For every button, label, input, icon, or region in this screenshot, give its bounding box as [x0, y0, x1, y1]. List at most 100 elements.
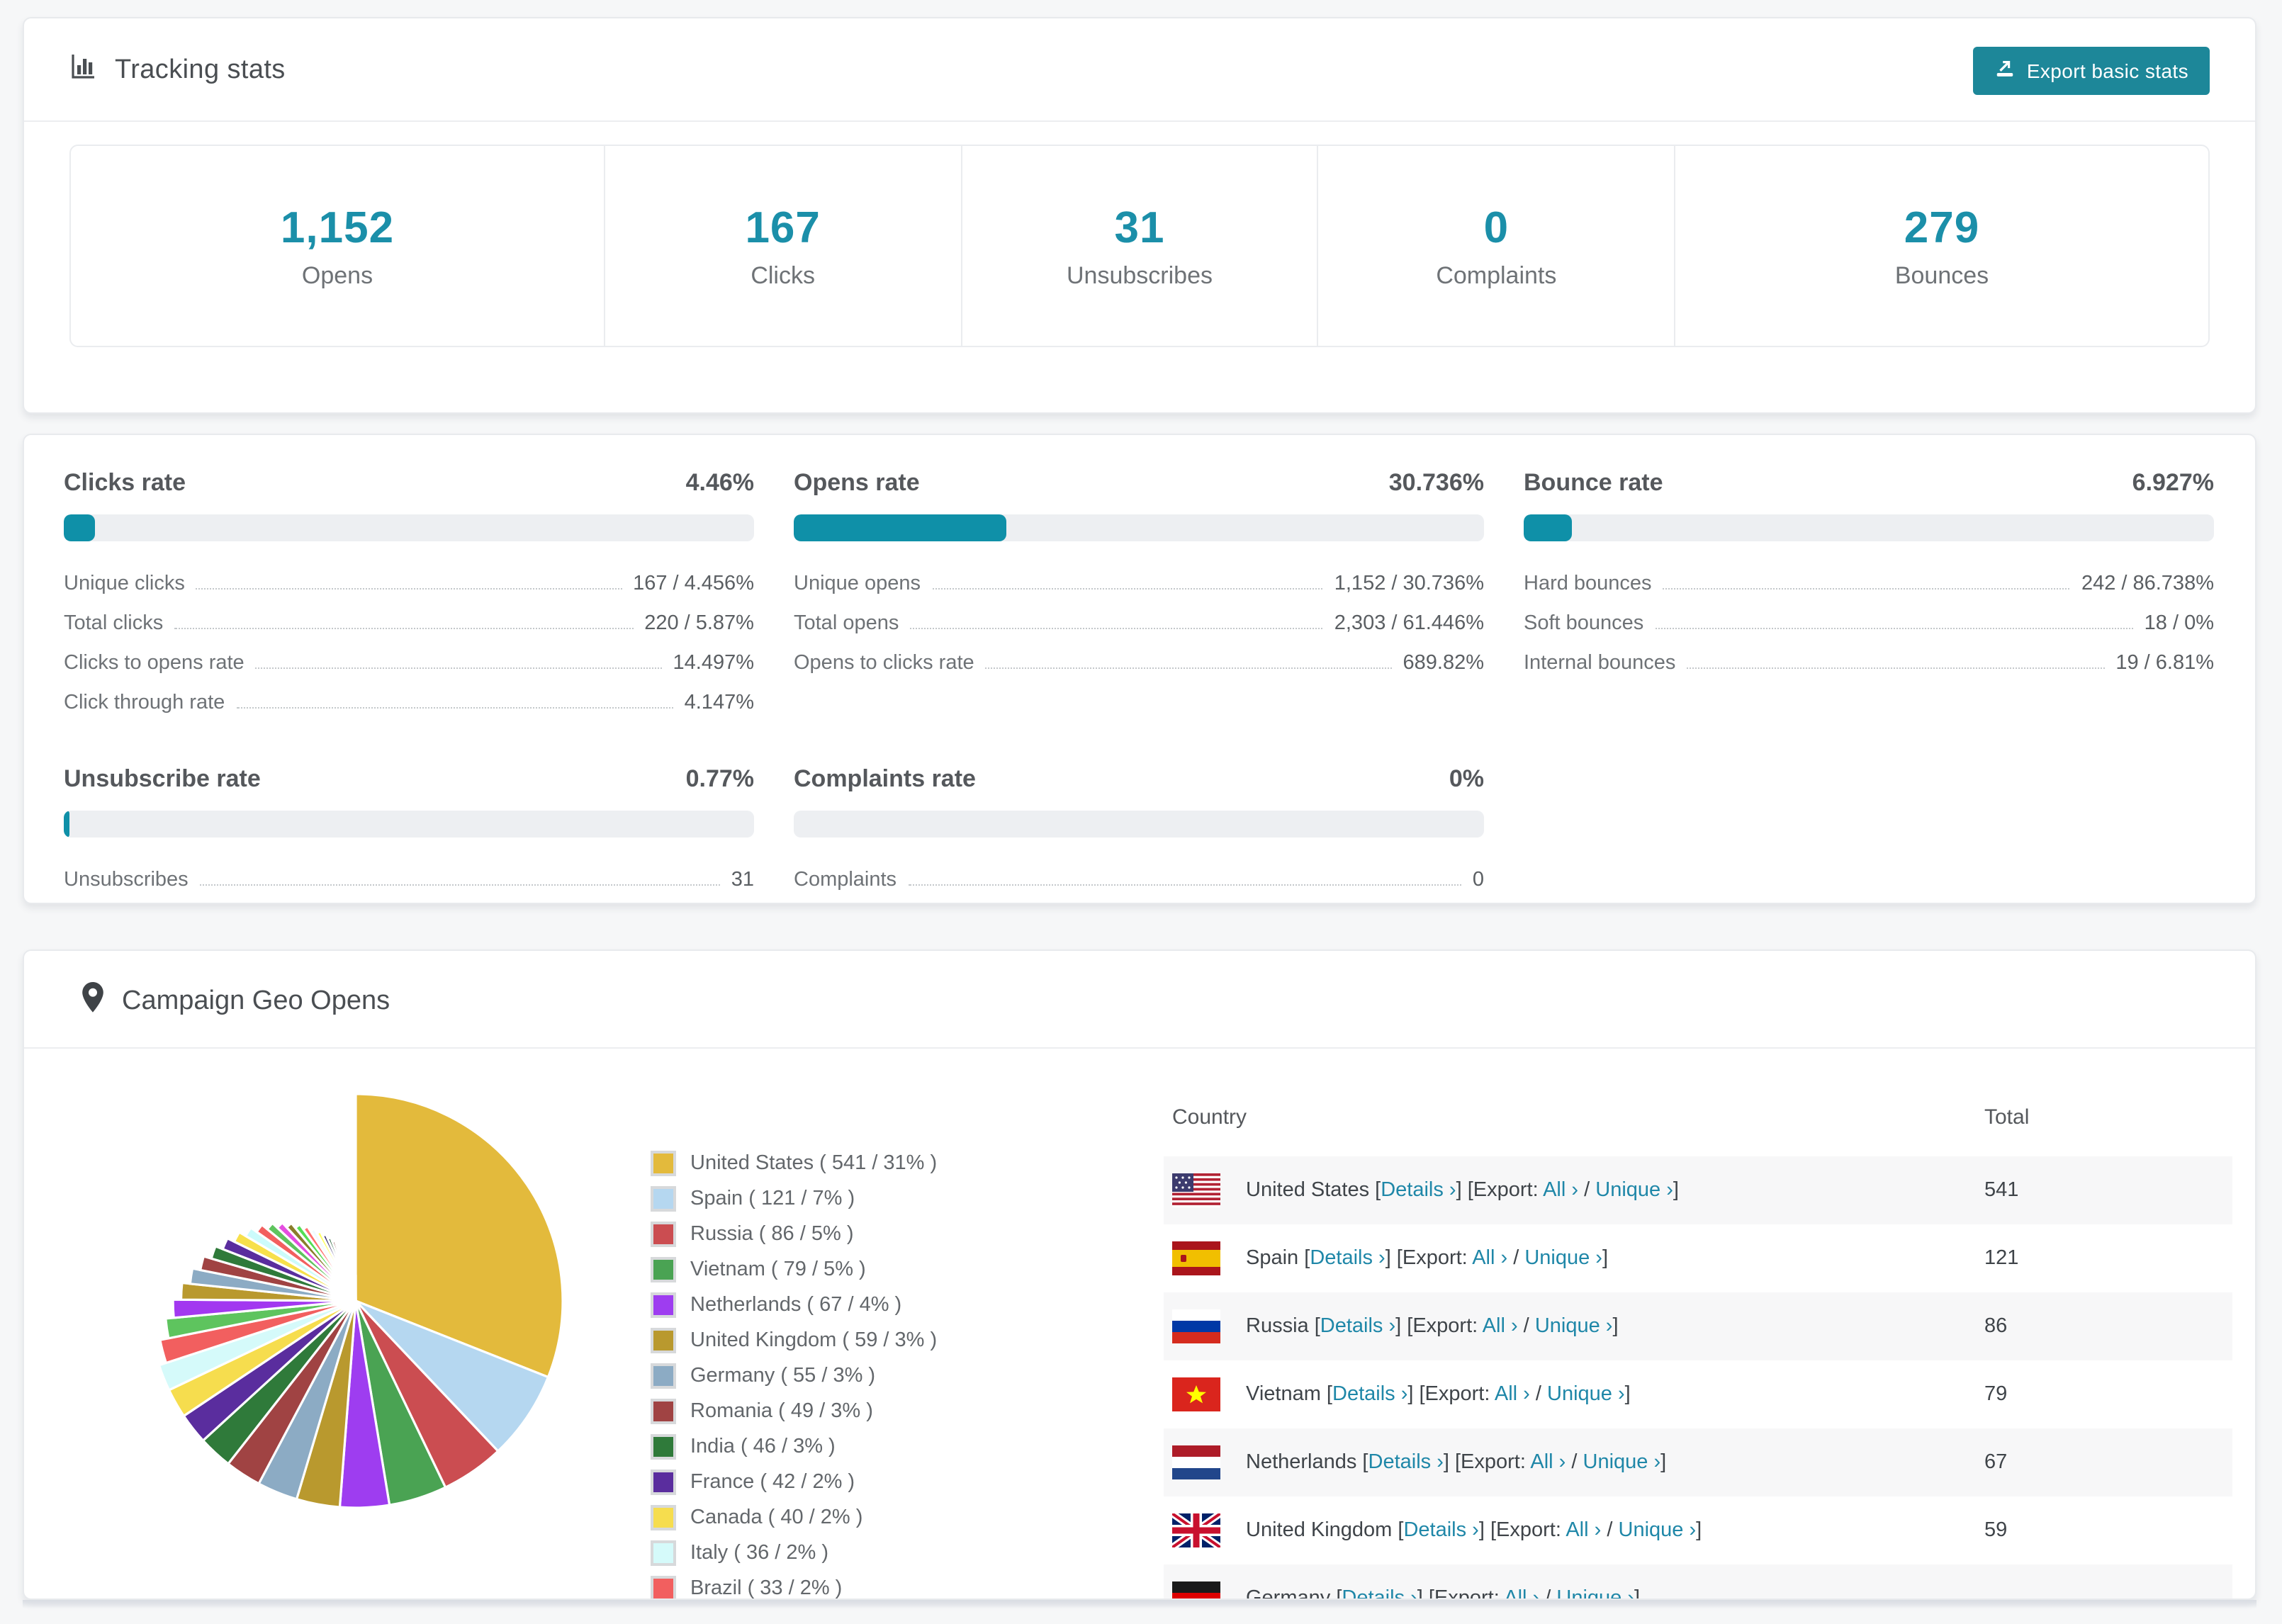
country-text: Germany [Details ›] [Export: All › / Uni…	[1246, 1587, 1641, 1600]
campaign-geo-opens-card: Campaign Geo Opens United States ( 541 /…	[23, 949, 2256, 1600]
rate-value: 6.927%	[2132, 469, 2214, 496]
country-cell: Spain [Details ›] [Export: All › / Uniqu…	[1164, 1241, 1984, 1275]
rate-row-value: 689.82%	[1403, 652, 1485, 675]
details-link[interactable]: Details ›	[1342, 1587, 1417, 1600]
legend-label: Spain ( 121 / 7% )	[690, 1188, 855, 1210]
export-all-link[interactable]: All ›	[1566, 1519, 1602, 1542]
rate-row-label: Clicks to opens rate	[64, 652, 244, 675]
bracket-close: ]	[1634, 1587, 1641, 1600]
legend-item-russia: Russia ( 86 / 5% )	[651, 1222, 1104, 1247]
export-unique-link[interactable]: Unique ›	[1524, 1247, 1602, 1270]
details-link[interactable]: Details ›	[1320, 1315, 1396, 1338]
rate-row-label: Internal bounces	[1524, 652, 1676, 675]
country-text: United Kingdom [Details ›] [Export: All …	[1246, 1519, 1702, 1542]
country-name: Spain [	[1246, 1247, 1310, 1270]
details-link[interactable]: Details ›	[1332, 1383, 1408, 1406]
rate-row: Opens to clicks rate 689.82%	[794, 638, 1484, 677]
geo-table-header: Country Total	[1164, 1077, 2232, 1156]
country-flag-nl	[1172, 1445, 1220, 1479]
rate-title: Opens rate	[794, 469, 920, 496]
country-cell: Vietnam [Details ›] [Export: All › / Uni…	[1164, 1377, 1984, 1411]
stat-value: 31	[1114, 202, 1165, 252]
table-row-nl: Netherlands [Details ›] [Export: All › /…	[1164, 1428, 2232, 1496]
rate-title: Bounce rate	[1524, 469, 1663, 496]
export-all-link[interactable]: All ›	[1472, 1247, 1508, 1270]
export-all-link[interactable]: All ›	[1482, 1315, 1518, 1338]
stat-value: 167	[745, 202, 821, 252]
rate-progress	[1524, 514, 2214, 541]
details-link[interactable]: Details ›	[1403, 1519, 1479, 1542]
total-value: 67	[1984, 1451, 2008, 1474]
rate-row-value: 31	[731, 869, 754, 891]
stat-cell-opens: 1,152 Opens	[71, 146, 605, 346]
export-unique-link[interactable]: Unique ›	[1583, 1451, 1661, 1474]
stat-label: Opens	[301, 261, 373, 288]
legend-item-united-kingdom: United Kingdom ( 59 / 3% )	[651, 1328, 1104, 1353]
location-pin-icon	[81, 982, 105, 1022]
table-row-gb: United Kingdom [Details ›] [Export: All …	[1164, 1496, 2232, 1564]
rate-rows: Unique clicks 167 / 4.456% Total clicks 220…	[64, 558, 754, 717]
export-all-link[interactable]: All ›	[1494, 1383, 1530, 1406]
rate-row-value: 19 / 6.81%	[2115, 652, 2214, 675]
legend-swatch	[651, 1470, 676, 1495]
country-flag-gb	[1172, 1513, 1220, 1547]
rate-rows: Hard bounces 242 / 86.738% Soft bounces 18 …	[1524, 558, 2214, 677]
bracket-close: ]	[1602, 1247, 1609, 1270]
legend-label: Netherlands ( 67 / 4% )	[690, 1294, 902, 1316]
rate-row-value: 4.147%	[684, 692, 754, 714]
rate-row: Hard bounces 242 / 86.738%	[1524, 558, 2214, 598]
export-unique-link[interactable]: Unique ›	[1547, 1383, 1625, 1406]
rate-head: Unsubscribe rate 0.77%	[64, 765, 754, 794]
country-name: Russia [	[1246, 1315, 1320, 1338]
country-name: Germany [	[1246, 1587, 1342, 1600]
rate-row-leader	[1687, 667, 2105, 669]
export-unique-link[interactable]: Unique ›	[1618, 1519, 1697, 1542]
country-flag-de	[1172, 1581, 1220, 1598]
rate-block-clicks-rate: Clicks rate 4.46% Unique clicks 167 / 4.456…	[64, 469, 754, 717]
legend-item-italy: Italy ( 36 / 2% )	[651, 1540, 1104, 1566]
stat-value: 0	[1483, 202, 1510, 252]
rate-block-complaints-rate: Complaints rate 0% Complaints 0	[794, 765, 1484, 894]
rate-row-value: 220 / 5.87%	[644, 612, 754, 635]
rate-row-label: Unique clicks	[64, 573, 185, 595]
rate-row-label: Opens to clicks rate	[794, 652, 974, 675]
export-label: ] [Export:	[1407, 1383, 1495, 1406]
export-all-link[interactable]: All ›	[1543, 1179, 1579, 1202]
table-row-vn: Vietnam [Details ›] [Export: All › / Uni…	[1164, 1360, 2232, 1428]
stat-cell-unsubscribes: 31 Unsubscribes	[962, 146, 1319, 346]
export-label: ] [Export:	[1385, 1247, 1473, 1270]
rate-rows: Complaints 0	[794, 855, 1484, 894]
export-basic-stats-button[interactable]: Export basic stats	[1972, 47, 2210, 95]
legend-item-india: India ( 46 / 3% )	[651, 1434, 1104, 1460]
export-unique-link[interactable]: Unique ›	[1556, 1587, 1635, 1600]
details-link[interactable]: Details ›	[1310, 1247, 1386, 1270]
total-value: 79	[1984, 1383, 2008, 1406]
export-all-link[interactable]: All ›	[1530, 1451, 1566, 1474]
legend-item-germany: Germany ( 55 / 3% )	[651, 1363, 1104, 1389]
tracking-stats-title-row: Tracking stats	[69, 52, 286, 89]
card-bottom-shadow	[23, 1600, 2256, 1608]
export-unique-link[interactable]: Unique ›	[1595, 1179, 1673, 1202]
rate-row: Unique clicks 167 / 4.456%	[64, 558, 754, 598]
details-link[interactable]: Details ›	[1368, 1451, 1444, 1474]
country-text: United States [Details ›] [Export: All ›…	[1246, 1179, 1679, 1202]
details-link[interactable]: Details ›	[1381, 1179, 1456, 1202]
rate-progress-fill	[794, 514, 1006, 541]
table-row-es: Spain [Details ›] [Export: All › / Uniqu…	[1164, 1224, 2232, 1292]
legend-swatch	[651, 1151, 676, 1176]
rate-row-leader	[255, 667, 662, 669]
legend-item-spain: Spain ( 121 / 7% )	[651, 1186, 1104, 1212]
export-all-link[interactable]: All ›	[1504, 1587, 1540, 1600]
rate-row-label: Click through rate	[64, 692, 225, 714]
legend-item-brazil: Brazil ( 33 / 2% )	[651, 1576, 1104, 1598]
table-header-total: Total	[1984, 1105, 2030, 1129]
rate-row-leader	[196, 588, 622, 590]
legend-label: Russia ( 86 / 5% )	[690, 1223, 854, 1246]
tracking-stats-header: Tracking stats Export basic stats	[24, 18, 2255, 122]
slash-separator: /	[1517, 1315, 1535, 1338]
country-flag-vn	[1172, 1377, 1220, 1411]
export-unique-link[interactable]: Unique ›	[1534, 1315, 1613, 1338]
table-header-country: Country	[1172, 1105, 1247, 1129]
pie-slice-0	[354, 1093, 564, 1379]
rate-row-label: Soft bounces	[1524, 612, 1644, 635]
